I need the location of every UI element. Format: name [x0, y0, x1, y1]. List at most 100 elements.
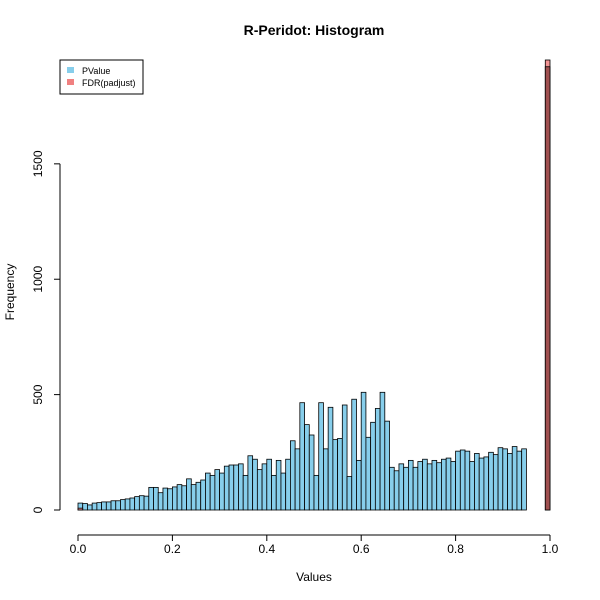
- bar-pvalue: [233, 464, 239, 511]
- bar-pvalue: [176, 484, 183, 511]
- bar-pvalue: [370, 421, 376, 511]
- bar-overlap: [544, 66, 551, 511]
- bar-pvalue: [171, 486, 178, 511]
- y-tick-label: 0: [31, 506, 45, 513]
- x-tick-label: 1.0: [542, 542, 559, 556]
- bar-pvalue: [195, 481, 202, 511]
- bar-pvalue: [318, 402, 324, 511]
- bar-pvalue: [403, 466, 409, 511]
- bar-pvalue: [285, 458, 291, 511]
- bar-pvalue: [157, 492, 164, 511]
- bar-pvalue: [492, 454, 499, 511]
- bar-pvalue: [101, 501, 107, 511]
- bar-pvalue: [190, 484, 197, 511]
- bar-pvalue: [323, 448, 329, 511]
- bar-pvalue: [398, 463, 405, 511]
- bar-pvalue: [327, 406, 334, 511]
- bar-pvalue: [200, 479, 206, 511]
- y-axis-label: Frequency: [3, 264, 17, 321]
- x-tick-label: 0.0: [70, 542, 87, 556]
- bar-pvalue: [459, 449, 466, 511]
- bar-pvalue: [91, 502, 98, 511]
- bar-pvalue: [153, 486, 159, 511]
- bar-pvalue: [247, 455, 254, 511]
- bar-pvalue: [82, 503, 88, 511]
- bar-pvalue: [393, 470, 400, 511]
- bar-pvalue: [252, 458, 258, 511]
- bar-pvalue: [242, 474, 249, 511]
- bar-pvalue: [219, 472, 225, 511]
- bar-pvalue: [181, 485, 187, 511]
- bar-pvalue: [417, 461, 423, 511]
- bar-pvalue: [261, 463, 268, 511]
- bar-pvalue: [308, 434, 315, 511]
- x-tick-label: 0.6: [353, 542, 370, 556]
- bar-pvalue: [341, 404, 348, 511]
- bar-pvalue: [299, 402, 305, 511]
- bar-pvalue: [497, 447, 504, 511]
- bar-pvalue: [407, 459, 414, 511]
- bar-pvalue: [441, 458, 447, 511]
- bar-pvalue: [223, 465, 230, 511]
- bar-pvalue: [374, 408, 381, 511]
- bar-pvalue: [464, 450, 471, 511]
- bar-pvalue: [516, 450, 523, 511]
- bar-pvalue: [148, 486, 154, 511]
- bar-pvalue: [422, 458, 428, 511]
- bar-pvalue: [346, 476, 353, 511]
- bar-pvalue: [356, 459, 362, 511]
- bar-pvalue: [214, 469, 221, 511]
- bar-pvalue: [209, 474, 216, 511]
- y-tick-label: 1500: [31, 150, 45, 177]
- bar-pvalue: [110, 500, 117, 511]
- x-axis: 0.0 0.2 0.4 0.6 0.8 1.0: [70, 534, 559, 556]
- bar-pvalue: [450, 461, 457, 511]
- legend-box: [59, 59, 144, 95]
- bar-pvalue: [332, 439, 339, 511]
- bar-pvalue: [96, 502, 102, 511]
- bar-pvalue: [436, 462, 442, 511]
- bar-pvalue: [289, 440, 296, 511]
- bar-pvalue: [426, 463, 433, 511]
- y-tick-label: 500: [31, 384, 45, 404]
- bar-pvalue: [124, 498, 131, 511]
- legend-label-pvalue: PValue: [82, 66, 110, 76]
- bar-pvalue: [474, 453, 480, 511]
- bar-pvalue: [365, 436, 372, 511]
- bar-pvalue: [455, 450, 461, 511]
- bar-pvalue: [228, 464, 235, 511]
- bar-pvalue: [105, 501, 112, 511]
- bar-pvalue: [162, 487, 169, 511]
- bar-pvalue: [167, 488, 173, 511]
- bar-pvalue: [294, 448, 301, 511]
- bar-pvalue: [280, 472, 287, 511]
- bar-pvalue: [115, 500, 121, 511]
- bar-pvalue: [134, 496, 140, 511]
- bar-pvalue: [275, 459, 282, 511]
- bar-pvalue: [502, 448, 508, 511]
- x-tick-label: 0.2: [164, 542, 181, 556]
- bar-pvalue: [507, 453, 513, 511]
- bar-pvalue: [469, 461, 475, 511]
- bar-pvalue: [205, 472, 211, 511]
- legend-swatch-fdr: [67, 79, 74, 85]
- bar-pvalue: [389, 466, 395, 511]
- y-axis: 0 500 1000 1500: [31, 150, 61, 513]
- bar-pvalue: [120, 499, 126, 511]
- bar-pvalue: [521, 448, 527, 511]
- bars-layer: [77, 59, 551, 511]
- bar-pvalue: [379, 391, 386, 511]
- bar-pvalue: [143, 495, 150, 511]
- bar-pvalue: [360, 391, 367, 511]
- y-tick-label: 1000: [31, 266, 45, 293]
- bar-pvalue: [337, 438, 343, 511]
- x-tick-label: 0.8: [447, 542, 464, 556]
- bar-pvalue: [511, 446, 518, 511]
- bar-fdr: [77, 507, 84, 511]
- x-axis-label: Values: [296, 570, 332, 584]
- bar-pvalue: [351, 398, 357, 511]
- bar-pvalue: [488, 451, 494, 511]
- bar-pvalue: [478, 457, 485, 511]
- bar-pvalue: [445, 457, 452, 511]
